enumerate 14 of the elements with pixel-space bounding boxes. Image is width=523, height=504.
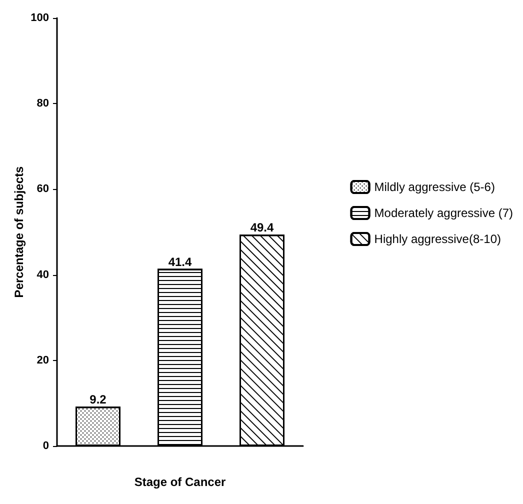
y-tick-label: 40 [36,268,49,281]
data-label: 49.4 [250,220,274,235]
y-tick-label: 0 [42,440,49,452]
y-tick-label: 60 [36,183,49,196]
legend-label: Mildly aggressive (5-6) [374,180,495,194]
legend-label: Highly aggressive(8-10) [374,232,502,246]
legend-label: Moderately aggressive (7) [374,206,514,220]
y-tick-label: 100 [30,12,49,24]
y-axis-title: Percentage of subjects [12,166,26,298]
data-label: 41.4 [168,254,192,269]
x-axis-title: Stage of Cancer [134,475,226,489]
y-tick-label: 80 [36,98,49,110]
data-label: 9.2 [90,392,107,407]
y-tick-label: 20 [36,354,49,366]
